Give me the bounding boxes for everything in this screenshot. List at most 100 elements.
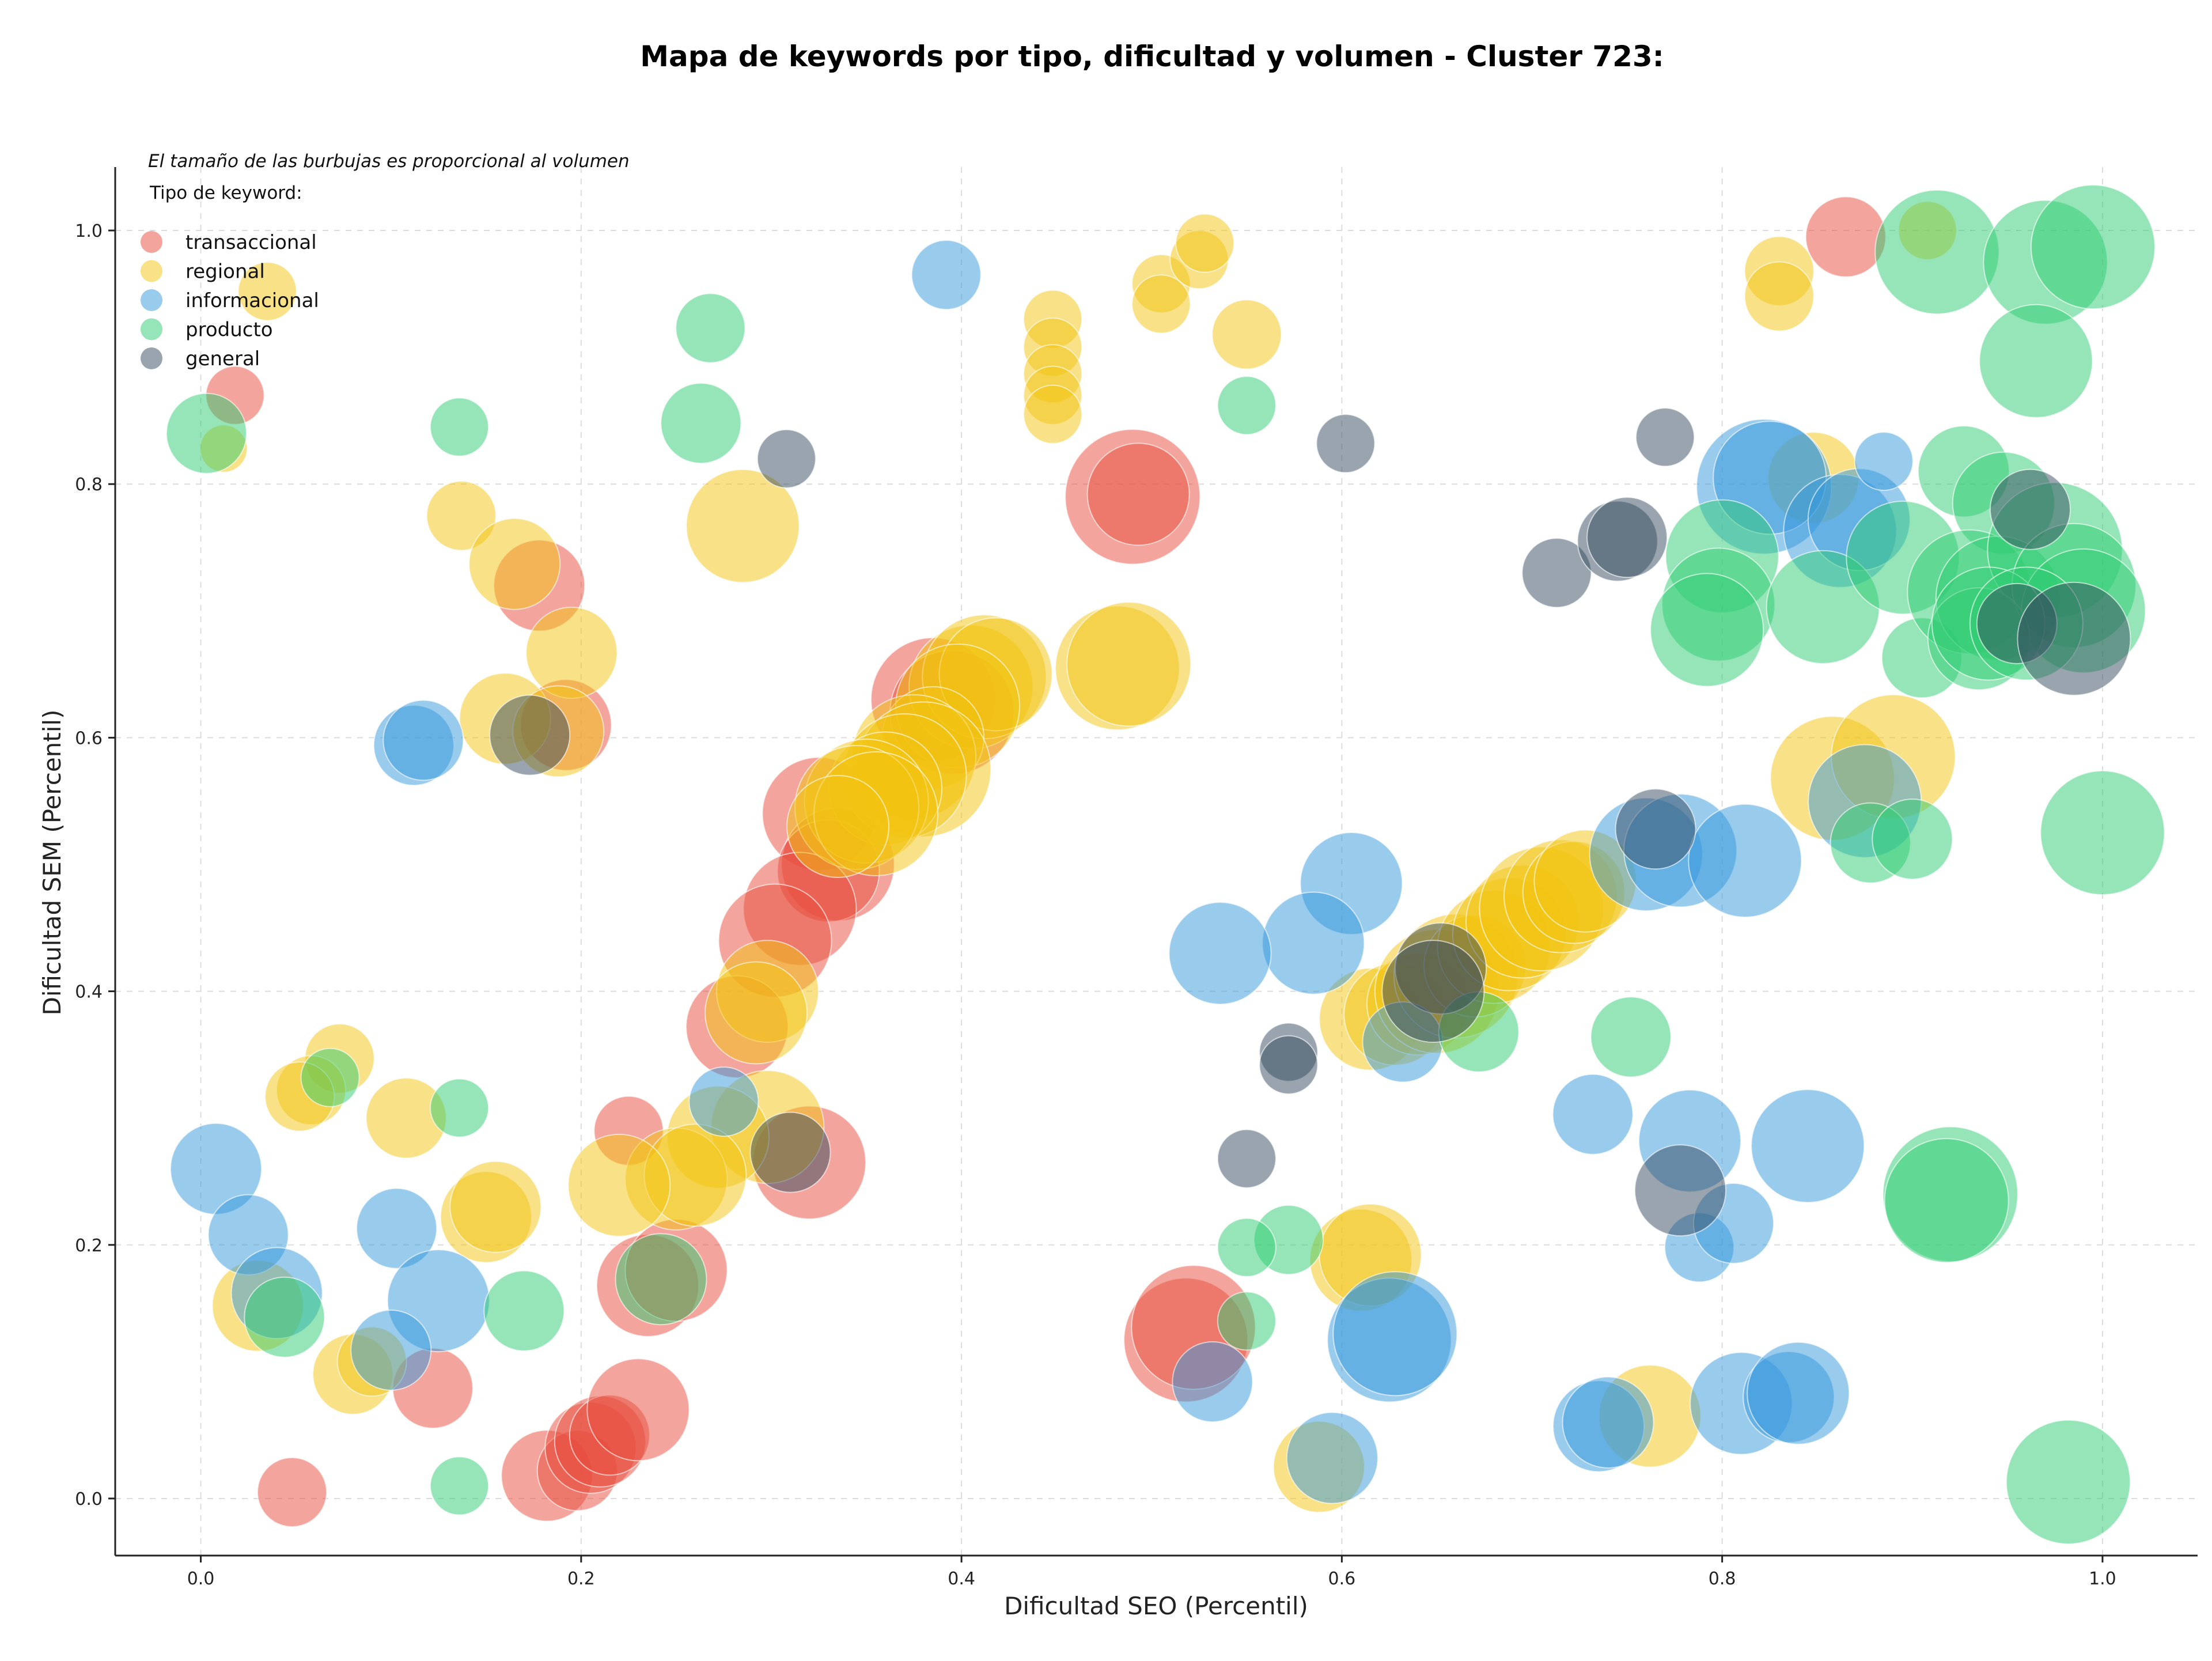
bubble-regional — [1211, 299, 1282, 370]
bubble-general — [2017, 581, 2131, 696]
legend-marker-informacional — [141, 289, 162, 311]
bubble-producto — [2040, 770, 2165, 895]
bubble-regional — [1131, 274, 1191, 334]
bubble-general — [1521, 538, 1592, 608]
x-tick-label: 0.2 — [567, 1569, 595, 1589]
y-tick-label: 1.0 — [75, 221, 103, 241]
bubble-regional — [685, 468, 800, 583]
legend-marker-producto — [141, 318, 162, 340]
bubble-informacional — [1854, 432, 1914, 491]
bubble-layer — [165, 184, 2165, 1545]
bubble-producto — [675, 293, 746, 364]
legend-label-transaccional: transaccional — [185, 231, 317, 254]
bubble-informacional — [1168, 902, 1272, 1005]
bubble-producto — [615, 1233, 707, 1326]
bubble-producto — [1590, 996, 1672, 1078]
bubble-regional — [525, 606, 618, 699]
bubble-general — [749, 1111, 831, 1193]
y-axis-label: Dificultad SEM (Percentil) — [38, 710, 66, 1016]
bubble-regional — [1744, 261, 1815, 332]
bubble-regional — [1175, 213, 1235, 273]
bubble-producto — [1884, 1138, 2009, 1263]
y-tick-label: 0.6 — [75, 728, 103, 748]
bubble-producto — [1650, 573, 1764, 687]
bubble-informacional — [1688, 803, 1802, 918]
bubble-informacional — [356, 1187, 438, 1269]
y-tick-label: 0.0 — [75, 1489, 103, 1509]
legend-marker-regional — [141, 260, 162, 282]
legend-marker-transaccional — [141, 231, 162, 253]
bubble-producto — [1217, 376, 1277, 436]
bubble-producto — [2006, 1419, 2131, 1545]
bubble-informacional — [1172, 1341, 1253, 1422]
bubble-regional — [704, 961, 808, 1065]
legend-label-regional: regional — [185, 260, 265, 283]
bubble-transaccional — [586, 1358, 690, 1462]
bubble-transaccional — [1805, 196, 1887, 278]
x-tick-label: 0.8 — [1709, 1569, 1736, 1589]
chart-title: Mapa de keywords por tipo, dificultad y … — [640, 40, 1664, 73]
bubble-producto — [1217, 1291, 1277, 1351]
bubble-informacional — [1751, 1089, 1865, 1204]
bubble-informacional — [1552, 1073, 1634, 1155]
bubble-informacional — [1562, 1376, 1654, 1469]
bubble-general — [1316, 414, 1376, 474]
bubble-general — [1635, 407, 1695, 467]
bubble-informacional — [382, 699, 464, 781]
y-tick-label: 0.8 — [75, 475, 103, 495]
bubble-regional — [1023, 384, 1083, 444]
bubble-producto — [483, 1270, 565, 1352]
x-tick-label: 1.0 — [2089, 1569, 2116, 1589]
bubble-producto — [300, 1047, 360, 1107]
bubble-transaccional — [1086, 442, 1190, 546]
axes — [114, 167, 2198, 1557]
bubble-general — [1634, 1144, 1727, 1237]
bubble-producto — [660, 383, 742, 464]
legend-items: transaccional regional informacional produc… — [141, 231, 319, 370]
bubble-informacional — [688, 1066, 759, 1137]
bubble-informacional — [911, 240, 982, 311]
legend-label-general: general — [185, 347, 260, 370]
x-tick-label: 0.0 — [187, 1569, 215, 1589]
bubble-producto — [1874, 189, 2000, 315]
legend-title: Tipo de keyword: — [149, 183, 302, 203]
bubble-transaccional — [257, 1456, 328, 1527]
bubble-size-note: El tamaño de las burbujas es proporciona… — [148, 151, 630, 172]
bubble-producto — [430, 1456, 490, 1516]
y-tick-label: 0.4 — [75, 982, 103, 1002]
bubble-producto — [1217, 1217, 1277, 1277]
bubble-general — [1381, 940, 1485, 1043]
bubble-regional — [449, 1160, 542, 1253]
bubble-producto — [1979, 304, 2093, 418]
legend-marker-general — [141, 347, 162, 369]
bubble-regional — [1066, 601, 1192, 727]
bubble-informacional — [1286, 1412, 1378, 1504]
bubble-producto — [2030, 184, 2156, 310]
bubble-producto — [244, 1276, 325, 1358]
bubble-informacional — [350, 1309, 432, 1391]
legend-label-producto: producto — [185, 319, 273, 342]
bubble-general — [1615, 788, 1696, 870]
bubble-informacional — [1262, 891, 1365, 995]
bubble-producto — [165, 392, 247, 474]
x-tick-label: 0.6 — [1328, 1569, 1356, 1589]
bubble-general — [756, 429, 816, 489]
bubble-producto — [430, 1078, 490, 1138]
bubble-general — [1259, 1035, 1319, 1095]
bubble-general — [1989, 468, 2071, 550]
legend: El tamaño de las burbujas es proporciona… — [141, 151, 630, 370]
bubble-informacional — [1332, 1271, 1458, 1397]
bubble-regional — [468, 517, 561, 610]
bubble-regional — [426, 480, 497, 551]
bubble-general — [1586, 497, 1668, 578]
bubble-general — [489, 694, 571, 776]
legend-label-informacional: informacional — [185, 289, 319, 312]
x-axis-label: Dificultad SEO (Percentil) — [1004, 1592, 1308, 1620]
bubble-regional — [786, 774, 890, 878]
x-tick-label: 0.4 — [948, 1569, 975, 1589]
bubble-general — [1217, 1129, 1277, 1189]
bubble-producto — [430, 397, 490, 457]
y-tick-label: 0.2 — [75, 1236, 103, 1256]
ticks: 0.0 0.2 0.4 0.6 0.8 1.0 0.0 0.2 0.4 0.6 0.8 1.0 — [75, 221, 2116, 1589]
